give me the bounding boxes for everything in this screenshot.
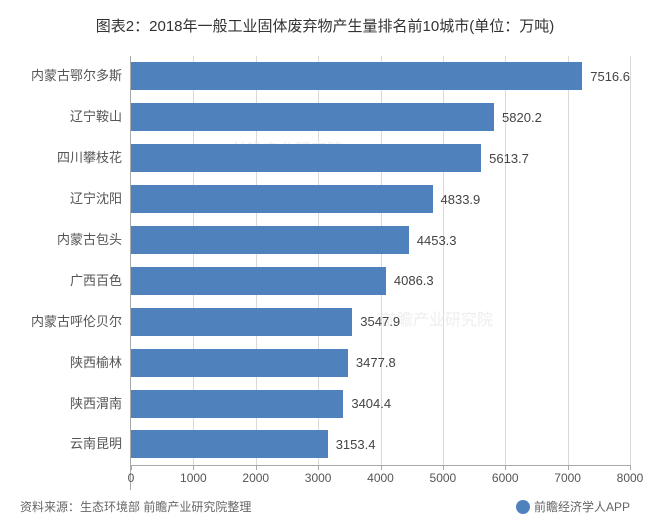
y-label: 内蒙古鄂尔多斯 [20,57,130,95]
bar-value: 5820.2 [502,110,542,125]
x-tick-label: 2000 [242,471,269,485]
bar-row: 4833.9 [131,180,630,218]
y-axis-labels: 内蒙古鄂尔多斯 辽宁鞍山 四川攀枝花 辽宁沈阳 内蒙古包头 广西百色 内蒙古呼伦… [20,56,130,490]
x-tick-label: 8000 [617,471,644,485]
x-tick-mark [193,465,194,470]
gridline [630,56,631,465]
source-label: 资料来源：生态环境部 前瞻产业研究院整理 [20,498,251,515]
chart-container: 图表2：2018年一般工业固体废弃物产生量排名前10城市(单位：万吨) 内蒙古鄂… [0,0,650,525]
bar [131,349,348,377]
bars-inner: 7516.6 5820.2 5613.7 4833.9 4453.3 4086.… [131,56,630,465]
x-tick-mark [568,465,569,470]
brand-label: 前瞻经济学人APP [534,498,630,515]
x-tick-mark [443,465,444,470]
bar [131,103,494,131]
bar-value: 5613.7 [489,151,529,166]
y-label: 云南昆明 [20,425,130,463]
x-tick-label: 6000 [492,471,519,485]
x-tick-label: 0 [128,471,135,485]
x-tick-mark [318,465,319,470]
bar [131,267,386,295]
bar-value: 4833.9 [441,192,481,207]
bar-row: 3153.4 [131,425,630,463]
x-tick-mark [256,465,257,470]
bar [131,226,409,254]
bar-value: 4086.3 [394,273,434,288]
x-axis: 010002000300040005000600070008000 [131,465,630,490]
y-label: 辽宁鞍山 [20,98,130,136]
x-tick-label: 1000 [180,471,207,485]
bar-row: 7516.6 [131,57,630,95]
bar-value: 3404.4 [351,396,391,411]
bar [131,62,582,90]
bar-value: 3153.4 [336,437,376,452]
brand-badge: 前瞻经济学人APP [516,498,630,515]
bar-value: 4453.3 [417,233,457,248]
bar-value: 7516.6 [590,69,630,84]
y-label: 辽宁沈阳 [20,180,130,218]
bar [131,390,343,418]
x-tick-mark [505,465,506,470]
bars-region: 前瞻产业研究院 前瞻产业研究院 7516.6 5820.2 5613.7 483… [130,56,630,490]
qianzhan-logo-icon [516,500,530,514]
chart-title: 图表2：2018年一般工业固体废弃物产生量排名前10城市(单位：万吨) [20,15,630,36]
y-label: 四川攀枝花 [20,139,130,177]
bar-row: 5613.7 [131,139,630,177]
y-label: 广西百色 [20,262,130,300]
bar-row: 5820.2 [131,98,630,136]
bar-value: 3547.9 [360,314,400,329]
x-tick-label: 7000 [554,471,581,485]
x-tick-mark [381,465,382,470]
bar-row: 3547.9 [131,303,630,341]
bar-value: 3477.8 [356,355,396,370]
y-label: 陕西榆林 [20,344,130,382]
y-label: 陕西渭南 [20,385,130,423]
x-tick-mark [630,465,631,470]
y-label: 内蒙古呼伦贝尔 [20,303,130,341]
bar-row: 4453.3 [131,221,630,259]
bar-row: 3404.4 [131,385,630,423]
bar-row: 3477.8 [131,344,630,382]
bar [131,185,433,213]
x-tick-label: 3000 [305,471,332,485]
x-tick-mark [131,465,132,470]
chart-footer: 资料来源：生态环境部 前瞻产业研究院整理 前瞻经济学人APP [20,490,630,515]
x-tick-label: 5000 [430,471,457,485]
bar [131,430,328,458]
y-label: 内蒙古包头 [20,221,130,259]
bar-row: 4086.3 [131,262,630,300]
x-tick-label: 4000 [367,471,394,485]
bar [131,144,481,172]
plot-area: 内蒙古鄂尔多斯 辽宁鞍山 四川攀枝花 辽宁沈阳 内蒙古包头 广西百色 内蒙古呼伦… [20,56,630,490]
bar [131,308,352,336]
